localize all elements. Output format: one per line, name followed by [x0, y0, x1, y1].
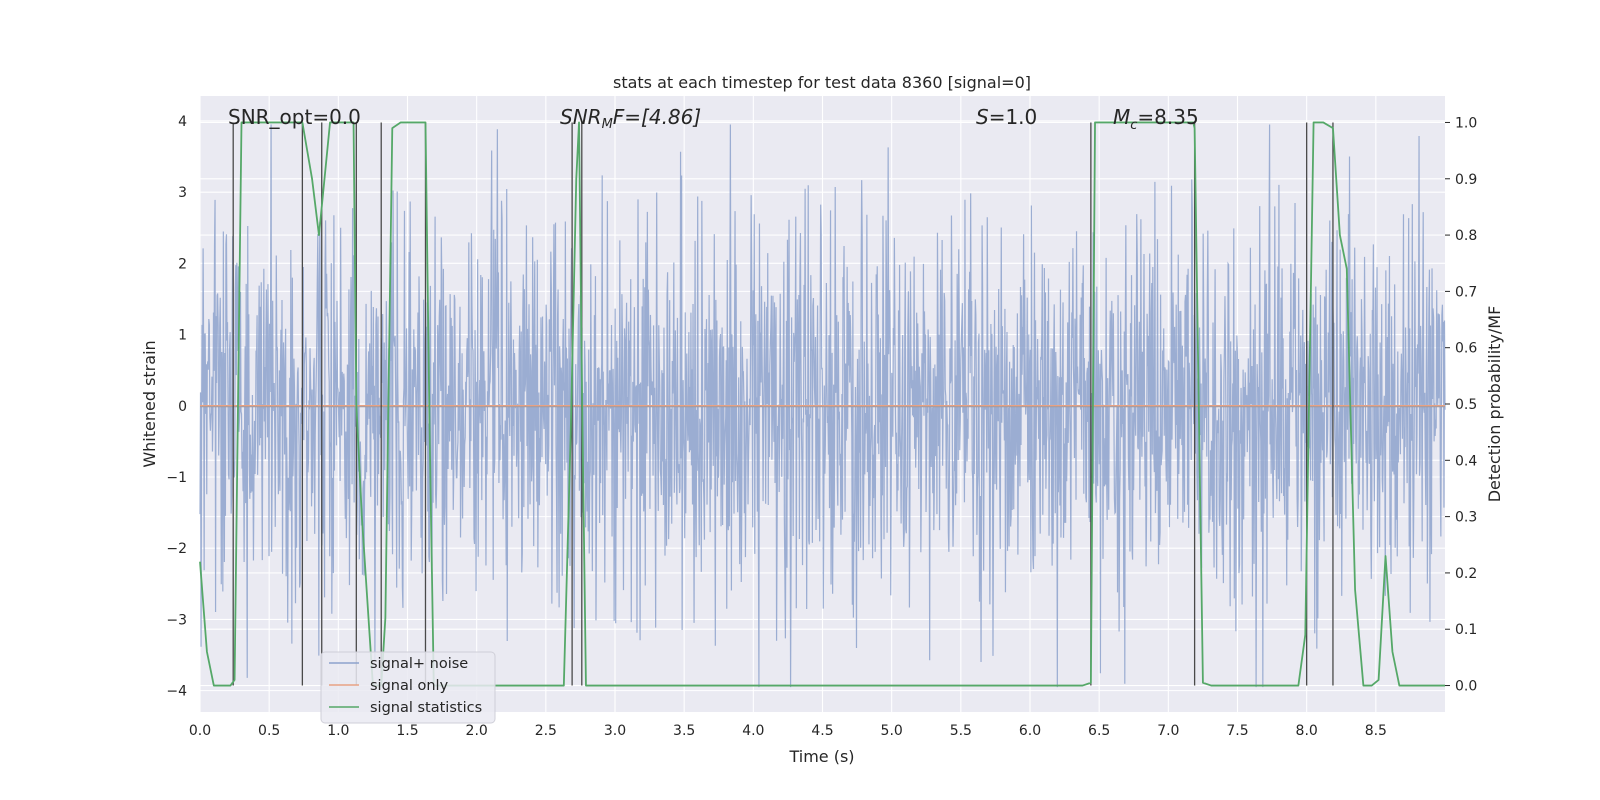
y-tick-label-5: −1: [166, 470, 187, 486]
x-tick-label-14: 7.0: [1157, 723, 1179, 739]
y-tick-label-8: −4: [166, 684, 187, 700]
legend-label-signal-noise: signal+ noise: [370, 656, 468, 672]
legend-label-signal-statistics: signal statistics: [370, 700, 482, 716]
y-tick-label-7: −3: [166, 612, 187, 628]
y-tick-label-4: 0: [178, 399, 187, 415]
annotation-snr-opt: SNR_opt=0.0: [228, 105, 361, 129]
annotation-s: S=1.0: [976, 105, 1037, 129]
x-tick-label-6: 3.0: [604, 723, 626, 739]
annotation-snr-mf: SNRMF=[4.86]: [560, 105, 701, 132]
signal-noise-series: [199, 124, 1446, 688]
y-tick-label-3: 1: [178, 328, 187, 344]
legend-label-signal-only: signal only: [370, 678, 449, 694]
legend-box: [320, 651, 496, 724]
y-tick-label-2: 2: [178, 256, 187, 272]
x-tick-label-10: 5.0: [881, 723, 903, 739]
chart-title: stats at each timestep for test data 836…: [613, 73, 1031, 92]
y-tick-label-1: 3: [178, 185, 187, 201]
y2-tick-label-2: 0.8: [1455, 228, 1477, 244]
annotation-mc: Mc=8.35: [1113, 105, 1199, 133]
annotation-s-value: =1.0: [989, 105, 1038, 129]
signal-statistics-series: [199, 121, 1445, 687]
annotation-snr-mf-symbol: SNR: [560, 105, 602, 129]
y2-tick-label-10: 0.0: [1455, 679, 1477, 695]
legend: signal+ noise signal only signal statist…: [320, 651, 496, 724]
signal-noise-line: [199, 124, 1446, 688]
annotation-mc-subscript: c: [1130, 118, 1137, 133]
y2-tick-label-5: 0.5: [1455, 397, 1477, 413]
y2-tick-label-1: 0.9: [1455, 172, 1477, 188]
signal-statistics-line: [199, 121, 1445, 687]
x-axis-ticks: 0.0 0.5 1.0 1.5 2.0 2.5 3.0 3.5 4.0 4.5 5.0 5.5 6.0 6…: [189, 723, 1387, 739]
x-tick-label-17: 8.5: [1365, 723, 1387, 739]
x-tick-label-1: 0.5: [258, 723, 280, 739]
annotation-snr-mf-value: F=[4.86]: [613, 105, 701, 129]
annotation-snr-mf-subscript: M: [602, 117, 613, 132]
x-tick-label-12: 6.0: [1019, 723, 1041, 739]
x-tick-label-15: 7.5: [1226, 723, 1248, 739]
x-tick-label-16: 8.0: [1296, 723, 1318, 739]
y-tick-label-0: 4: [178, 114, 187, 130]
x-tick-label-0: 0.0: [189, 723, 211, 739]
y2-tick-label-6: 0.4: [1455, 453, 1477, 469]
x-tick-label-4: 2.0: [466, 723, 488, 739]
y2-tick-label-8: 0.2: [1455, 566, 1477, 582]
y2-tick-label-9: 0.1: [1455, 622, 1477, 638]
y-axis-label: Whitened strain: [140, 340, 159, 467]
y-axis-ticks: 4 3 2 1 0 −1 −2 −3 −4: [166, 114, 187, 700]
annotation-mc-value: =8.35: [1137, 105, 1198, 129]
y2-tick-label-4: 0.6: [1455, 341, 1477, 357]
y-tick-label-6: −2: [166, 541, 187, 557]
x-axis-label: Time (s): [788, 747, 854, 766]
annotation-mc-symbol: M: [1113, 105, 1130, 129]
x-tick-label-13: 6.5: [1088, 723, 1110, 739]
x-tick-label-2: 1.0: [327, 723, 349, 739]
y2-tick-label-0: 1.0: [1455, 115, 1477, 131]
y2-axis-label: Detection probability/MF: [1485, 306, 1504, 503]
x-tick-label-3: 1.5: [396, 723, 418, 739]
annotation-s-symbol: S: [976, 105, 989, 129]
x-tick-label-5: 2.5: [535, 723, 557, 739]
y2-tick-label-7: 0.3: [1455, 510, 1477, 526]
signal-only-series: [200, 405, 1445, 408]
x-tick-label-9: 4.5: [811, 723, 833, 739]
x-tick-label-7: 3.5: [673, 723, 695, 739]
y2-axis-ticks: 1.0 0.9 0.8 0.7 0.6 0.5 0.4 0.3 0.2 0.1 0.0: [1445, 115, 1477, 695]
x-tick-label-8: 4.0: [742, 723, 764, 739]
x-tick-label-11: 5.5: [950, 723, 972, 739]
y2-tick-label-3: 0.7: [1455, 284, 1477, 300]
